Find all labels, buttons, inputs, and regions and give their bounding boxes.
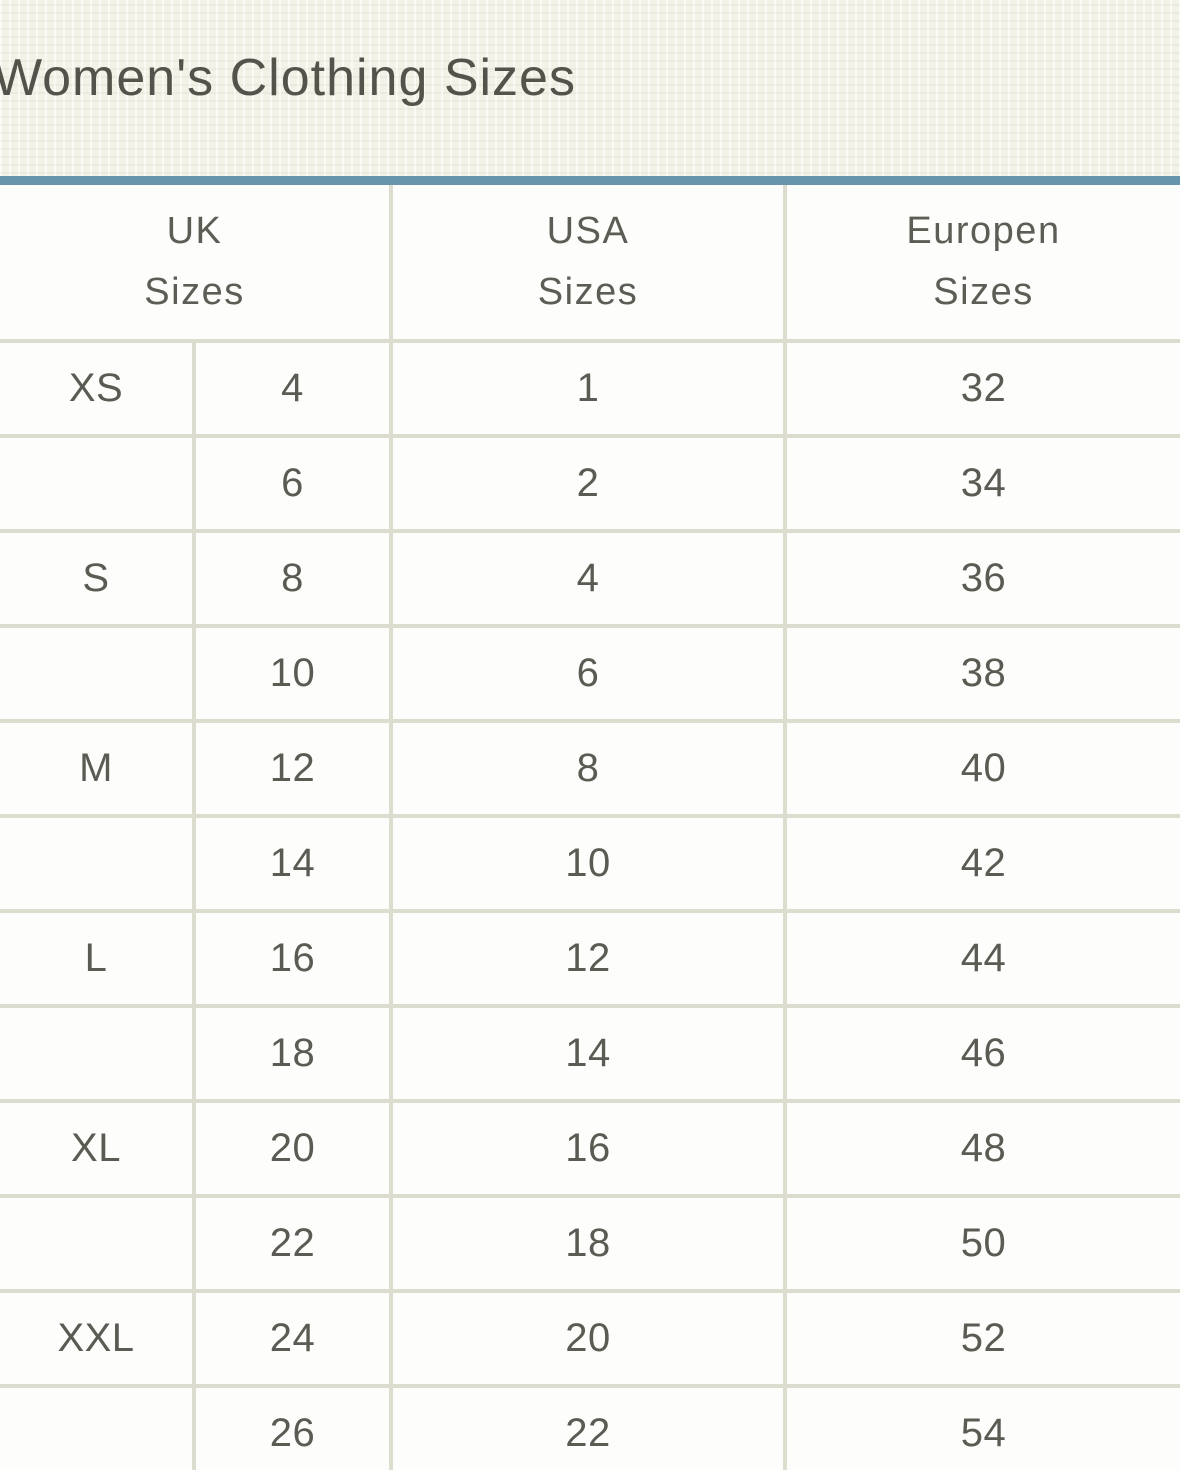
cell-size-letter: XXL [0,1293,196,1384]
column-header-uk-sizes: UK Sizes [0,185,393,339]
cell-uk-size: 24 [196,1293,393,1384]
cell-uk-size: 20 [196,1103,393,1194]
cell-european-size: 32 [960,366,1007,410]
cell-usa-size: 14 [393,1008,787,1099]
cell-usa-size: 22 [393,1388,787,1470]
table-header-row: UK Sizes USA Sizes Europen Sizes [0,185,1180,343]
cell-usa-size: 18 [393,1198,787,1289]
cell-size-letter: XS [0,343,196,434]
cell-uk-size: 26 [196,1388,393,1470]
cell-european-size: 36 [960,556,1007,600]
page-title: Women's Clothing Sizes [0,49,576,107]
table-row: XS 4 1 32 [0,343,1180,438]
table-row: L 16 12 44 [0,913,1180,1008]
cell-usa-size: 2 [393,438,787,529]
masthead: Women's Clothing Sizes [0,0,1180,176]
table-row: XL 20 16 48 [0,1103,1180,1198]
cell-size-letter: S [0,533,196,624]
column-header-usa-sizes: USA Sizes [393,185,787,339]
cell-european-size: 38 [960,651,1007,695]
cell-size-letter: L [0,913,196,1004]
cell-size-letter: XL [0,1103,196,1194]
accent-bar [0,176,1180,185]
cell-usa-size: 8 [393,723,787,814]
cell-european-size: 52 [960,1316,1007,1360]
cell-uk-size: 14 [196,818,393,909]
cell-usa-size: 16 [393,1103,787,1194]
cell-uk-size: 12 [196,723,393,814]
table-row: 6 2 34 [0,438,1180,533]
cell-uk-size: 6 [196,438,393,529]
cell-european-size: 54 [960,1411,1007,1455]
table-row: M 12 8 40 [0,723,1180,818]
cell-european-size: 40 [960,746,1007,790]
cell-size-letter [0,818,196,909]
table-row: XXL 24 20 52 [0,1293,1180,1388]
table-row: 10 6 38 [0,628,1180,723]
cell-size-letter [0,1198,196,1289]
cell-usa-size: 4 [393,533,787,624]
cell-uk-size: 18 [196,1008,393,1099]
cell-size-letter [0,628,196,719]
cell-european-size: 44 [960,936,1007,980]
cell-size-letter: M [0,723,196,814]
cell-usa-size: 10 [393,818,787,909]
cell-uk-size: 16 [196,913,393,1004]
cell-european-size: 34 [960,461,1007,505]
cell-european-size: 48 [960,1126,1007,1170]
size-table: UK Sizes USA Sizes Europen Sizes XS 4 1 … [0,185,1180,1470]
cell-size-letter [0,1388,196,1470]
cell-size-letter [0,1008,196,1099]
table-body: XS 4 1 32 6 2 34 S 8 4 36 10 6 38 [0,343,1180,1470]
table-row: 26 22 54 [0,1388,1180,1470]
table-row: 14 10 42 [0,818,1180,913]
cell-uk-size: 10 [196,628,393,719]
cell-usa-size: 6 [393,628,787,719]
cell-usa-size: 1 [393,343,787,434]
cell-uk-size: 22 [196,1198,393,1289]
cell-uk-size: 4 [196,343,393,434]
cell-european-size: 46 [960,1031,1007,1075]
cell-european-size: 42 [960,841,1007,885]
cell-usa-size: 12 [393,913,787,1004]
table-row: S 8 4 36 [0,533,1180,628]
table-row: 18 14 46 [0,1008,1180,1103]
cell-european-size: 50 [960,1221,1007,1265]
cell-uk-size: 8 [196,533,393,624]
column-header-european-sizes: Europen Sizes [906,210,1061,313]
cell-usa-size: 20 [393,1293,787,1384]
cell-size-letter [0,438,196,529]
table-row: 22 18 50 [0,1198,1180,1293]
